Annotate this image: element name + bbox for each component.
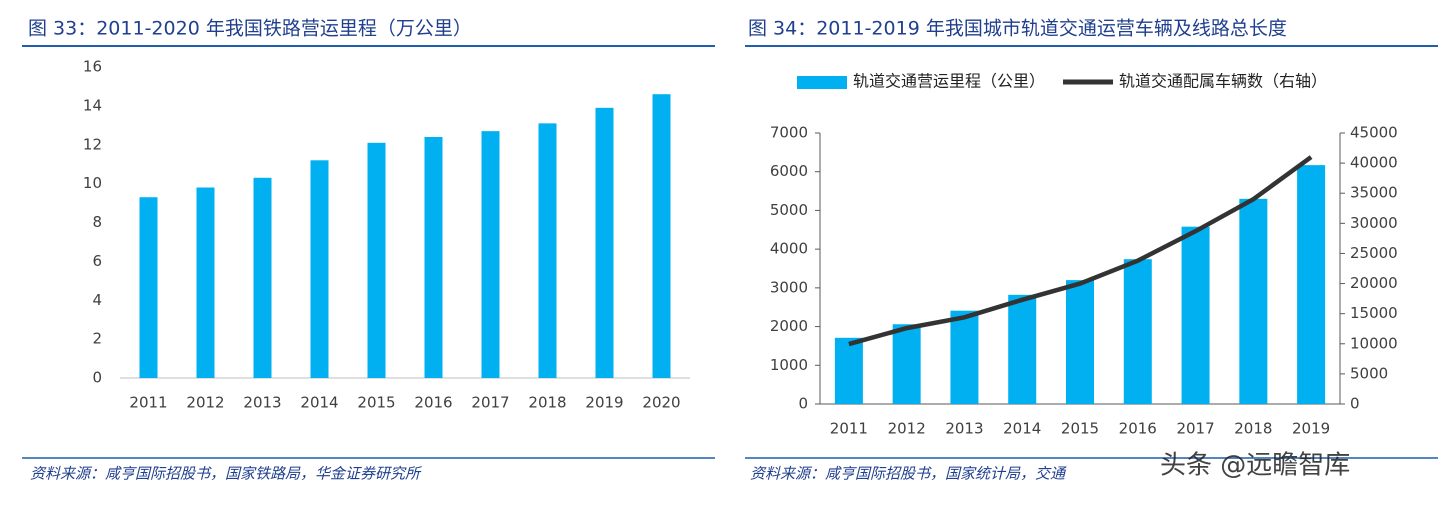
x-tick-label: 2013 [243,394,281,412]
x-tick-label: 2017 [471,394,509,412]
y-tick-label: 4000 [770,240,808,258]
x-tick-label: 2016 [414,394,452,412]
x-tick-label: 2012 [186,394,224,412]
bar [595,107,614,378]
bar [139,197,158,378]
x-tick-label: 2014 [300,394,338,412]
y2-tick-label: 0 [1350,395,1360,413]
y2-tick-label: 5000 [1350,364,1388,382]
y-tick-label: 10 [83,174,102,192]
chart-title: 图 34：2011-2019 年我国城市轨道交通运营车辆及线路总长度 [748,18,1287,40]
bar [950,310,979,404]
bar [367,142,386,378]
legend-label: 轨道交通配属车辆数（右轴） [1119,72,1327,91]
source-note: 资料来源：咸亨国际招股书，国家统计局，交通 [750,465,1067,483]
x-tick-label: 2015 [1061,420,1099,438]
y-tick-label: 7000 [770,124,808,142]
bar [196,187,215,378]
y-tick-label: 5000 [770,201,808,219]
y2-tick-label: 20000 [1350,274,1398,292]
y-tick-label: 2 [92,330,102,348]
x-tick-label: 2011 [830,420,868,438]
y-tick-label: 4 [92,291,102,309]
x-tick-label: 2011 [129,394,167,412]
bar [834,337,863,404]
x-tick-label: 2015 [357,394,395,412]
y-tick-label: 6000 [770,162,808,180]
x-tick-label: 2017 [1176,420,1214,438]
legend-label: 轨道交通营运里程（公里） [853,72,1045,91]
y-tick-label: 2000 [770,317,808,335]
y-tick-label: 0 [92,369,102,387]
y-tick-label: 14 [83,96,102,114]
watermark: 头条 @远瞻智库 [1160,451,1350,481]
bar [1181,226,1210,404]
y-tick-label: 0 [798,395,808,413]
y2-tick-label: 15000 [1350,304,1398,322]
y2-tick-label: 10000 [1350,334,1398,352]
bar [538,123,557,379]
y-tick-label: 6 [92,252,102,270]
bar [253,177,272,378]
x-tick-label: 2019 [1292,420,1330,438]
x-tick-label: 2013 [945,420,983,438]
x-tick-label: 2020 [642,394,680,412]
x-tick-label: 2016 [1119,420,1157,438]
bar [1066,280,1094,404]
y-tick-label: 16 [83,58,102,76]
bar [1239,198,1268,404]
chart-title: 图 33：2011-2020 年我国铁路营运里程（万公里） [28,18,472,40]
y-tick-label: 3000 [770,278,808,296]
legend-swatch [797,76,847,89]
y2-tick-label: 25000 [1350,244,1398,262]
y-tick-label: 1000 [770,356,808,374]
x-tick-label: 2019 [585,394,623,412]
y2-tick-label: 40000 [1350,154,1398,172]
bar [481,131,500,378]
bar [1008,294,1037,404]
bar [1297,165,1326,404]
bar [892,324,921,404]
x-tick-label: 2018 [1234,420,1272,438]
source-note: 资料来源：咸亨国际招股书，国家铁路局，华金证券研究所 [30,465,422,483]
y2-tick-label: 35000 [1350,184,1398,202]
x-tick-label: 2014 [1003,420,1041,438]
bar [652,94,671,379]
y2-tick-label: 45000 [1350,124,1398,142]
x-tick-label: 2012 [888,420,926,438]
bar [1123,259,1152,404]
y-tick-label: 12 [83,135,102,153]
y-tick-label: 8 [92,213,102,231]
bar [310,160,329,378]
x-tick-label: 2018 [528,394,566,412]
bar [424,136,443,378]
y2-tick-label: 30000 [1350,214,1398,232]
line [848,155,1313,347]
